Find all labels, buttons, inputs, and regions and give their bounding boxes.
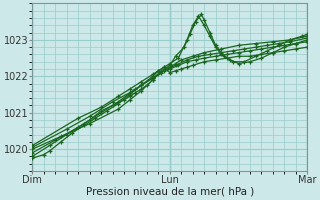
X-axis label: Pression niveau de la mer( hPa ): Pression niveau de la mer( hPa ) bbox=[86, 187, 254, 197]
